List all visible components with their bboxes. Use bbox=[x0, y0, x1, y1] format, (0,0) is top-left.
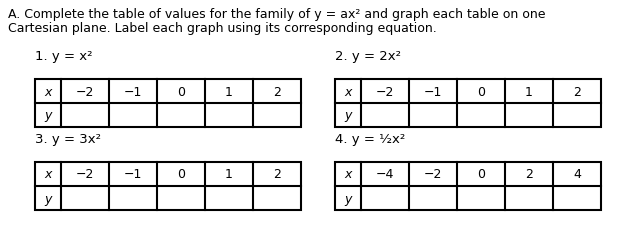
Text: 2: 2 bbox=[525, 168, 533, 181]
Bar bbox=[35, 162, 301, 210]
Text: x: x bbox=[345, 85, 352, 98]
Text: 1. y = x²: 1. y = x² bbox=[35, 50, 93, 63]
Text: 1: 1 bbox=[225, 85, 233, 98]
Text: 0: 0 bbox=[177, 85, 185, 98]
Text: −2: −2 bbox=[376, 85, 394, 98]
Text: 4: 4 bbox=[573, 168, 581, 181]
Bar bbox=[335, 162, 601, 210]
Bar bbox=[35, 80, 301, 128]
Text: −1: −1 bbox=[124, 168, 142, 181]
Text: A. Complete the table of values for the family of y = ax² and graph each table o: A. Complete the table of values for the … bbox=[8, 8, 545, 21]
Text: y: y bbox=[345, 192, 352, 204]
Text: x: x bbox=[44, 85, 52, 98]
Text: 1: 1 bbox=[525, 85, 533, 98]
Text: −4: −4 bbox=[376, 168, 394, 181]
Text: 0: 0 bbox=[477, 85, 485, 98]
Text: y: y bbox=[44, 192, 52, 204]
Text: 3. y = 3x²: 3. y = 3x² bbox=[35, 132, 101, 145]
Text: −2: −2 bbox=[76, 85, 94, 98]
Text: −1: −1 bbox=[424, 85, 442, 98]
Text: 4. y = ½x²: 4. y = ½x² bbox=[335, 132, 405, 145]
Text: x: x bbox=[345, 168, 352, 181]
Bar bbox=[335, 80, 601, 128]
Text: −2: −2 bbox=[424, 168, 442, 181]
Text: −1: −1 bbox=[124, 85, 142, 98]
Text: y: y bbox=[44, 109, 52, 122]
Text: 2: 2 bbox=[573, 85, 581, 98]
Text: 1: 1 bbox=[225, 168, 233, 181]
Text: 0: 0 bbox=[177, 168, 185, 181]
Text: y: y bbox=[345, 109, 352, 122]
Text: −2: −2 bbox=[76, 168, 94, 181]
Text: 2: 2 bbox=[273, 168, 281, 181]
Text: 0: 0 bbox=[477, 168, 485, 181]
Text: 2: 2 bbox=[273, 85, 281, 98]
Text: x: x bbox=[44, 168, 52, 181]
Text: 2. y = 2x²: 2. y = 2x² bbox=[335, 50, 401, 63]
Text: Cartesian plane. Label each graph using its corresponding equation.: Cartesian plane. Label each graph using … bbox=[8, 22, 437, 35]
